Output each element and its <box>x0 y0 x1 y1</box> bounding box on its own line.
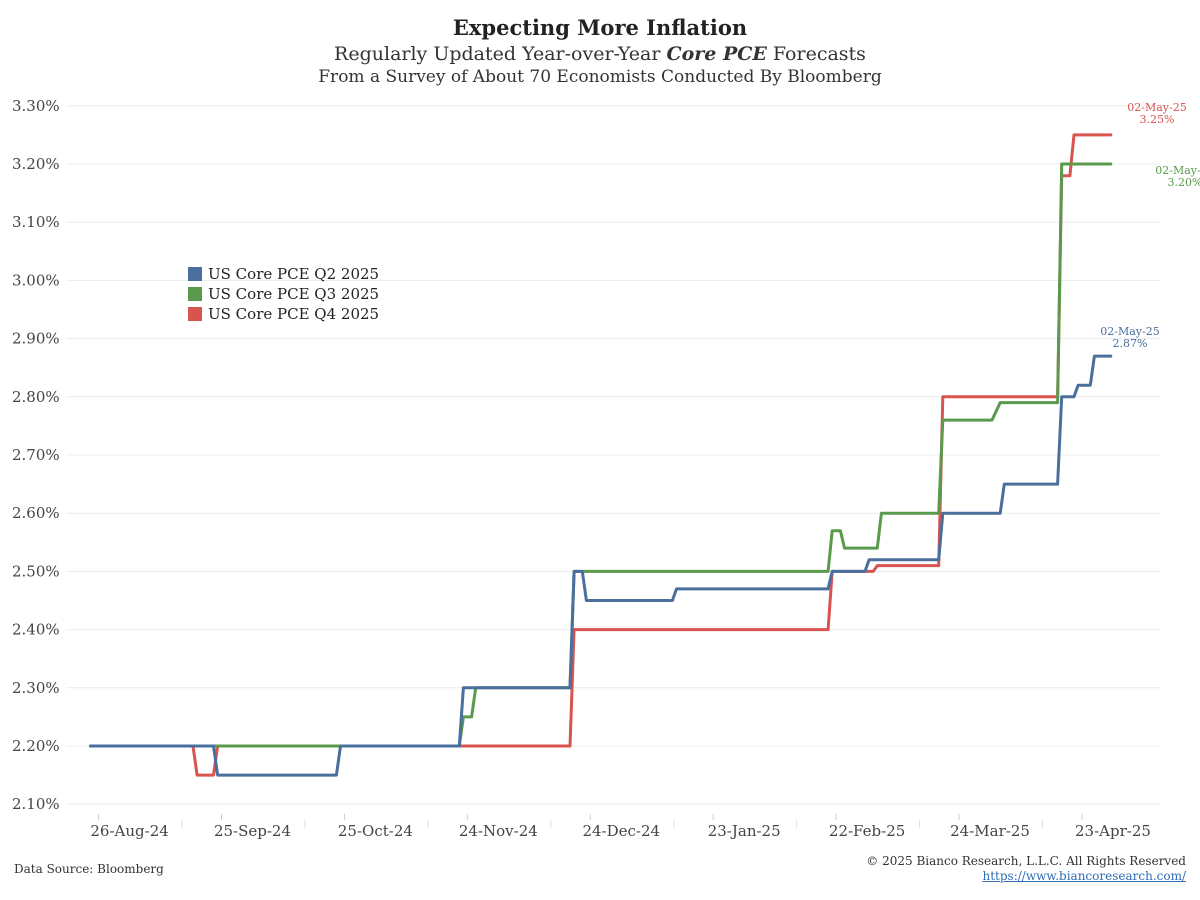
x-tick-label: 24-Dec-24 <box>582 822 660 840</box>
y-tick-label: 2.10% <box>12 795 60 813</box>
legend-label-q2: US Core PCE Q2 2025 <box>208 265 380 283</box>
y-tick-label: 2.80% <box>12 388 60 406</box>
y-tick-label: 2.20% <box>12 737 60 755</box>
x-tick-label: 24-Mar-25 <box>950 822 1030 840</box>
annotation-value: 3.25% <box>1140 113 1175 126</box>
annotation-value: 3.20% <box>1168 176 1200 189</box>
legend-item-q3: US Core PCE Q3 2025 <box>188 284 379 304</box>
y-tick-label: 3.30% <box>12 97 60 115</box>
y-tick-label: 2.70% <box>12 446 60 464</box>
series-line-us-core-pce-q2-2025 <box>89 354 1113 777</box>
x-tick-label: 26-Aug-24 <box>90 822 168 840</box>
chart-subtitle: Regularly Updated Year-over-Year Core PC… <box>0 42 1200 66</box>
chart-header: Expecting More Inflation Regularly Updat… <box>0 14 1200 88</box>
annotation-value: 2.87% <box>1113 337 1148 350</box>
y-tick-label: 3.20% <box>12 155 60 173</box>
website-link[interactable]: https://www.biancoresearch.com/ <box>982 869 1186 883</box>
annotation-date: 02-May-25 <box>1155 164 1200 177</box>
y-tick-label: 3.10% <box>12 213 60 231</box>
y-tick-label: 3.00% <box>12 271 60 289</box>
y-tick-label: 2.40% <box>12 621 60 639</box>
legend: US Core PCE Q2 2025 US Core PCE Q3 2025 … <box>188 264 379 324</box>
annotation-date: 02-May-25 <box>1100 325 1159 338</box>
x-tick-label: 23-Jan-25 <box>708 822 781 840</box>
copyright: © 2025 Bianco Research, L.L.C. All Right… <box>866 854 1186 868</box>
annotation-date: 02-May-25 <box>1127 101 1186 114</box>
x-tick-label: 22-Feb-25 <box>829 822 905 840</box>
subtitle-pre: Regularly Updated Year-over-Year <box>334 43 667 65</box>
x-tick-label: 25-Sep-24 <box>214 822 291 840</box>
subtitle-emphasis: Core PCE <box>666 43 767 65</box>
chart-subtitle-2: From a Survey of About 70 Economists Con… <box>318 67 882 87</box>
y-tick-label: 2.60% <box>12 504 60 522</box>
legend-item-q4: US Core PCE Q4 2025 <box>188 304 379 324</box>
chart-title: Expecting More Inflation <box>452 15 748 40</box>
subtitle-post: Forecasts <box>766 43 866 65</box>
x-tick-label: 24-Nov-24 <box>459 822 538 840</box>
legend-swatch-q2 <box>188 267 202 281</box>
legend-item-q2: US Core PCE Q2 2025 <box>188 264 379 284</box>
legend-label-q4: US Core PCE Q4 2025 <box>208 305 380 323</box>
legend-swatch-q4 <box>188 307 202 321</box>
legend-label-q3: US Core PCE Q3 2025 <box>208 285 380 303</box>
data-source: Data Source: Bloomberg <box>14 862 164 876</box>
y-tick-label: 2.50% <box>12 562 60 580</box>
y-tick-label: 2.30% <box>12 679 60 697</box>
x-tick-label: 23-Apr-25 <box>1075 822 1151 840</box>
legend-swatch-q3 <box>188 287 202 301</box>
x-tick-label: 25-Oct-24 <box>338 822 413 840</box>
y-tick-label: 2.90% <box>12 330 60 348</box>
footer-credits: © 2025 Bianco Research, L.L.C. All Right… <box>866 854 1186 884</box>
